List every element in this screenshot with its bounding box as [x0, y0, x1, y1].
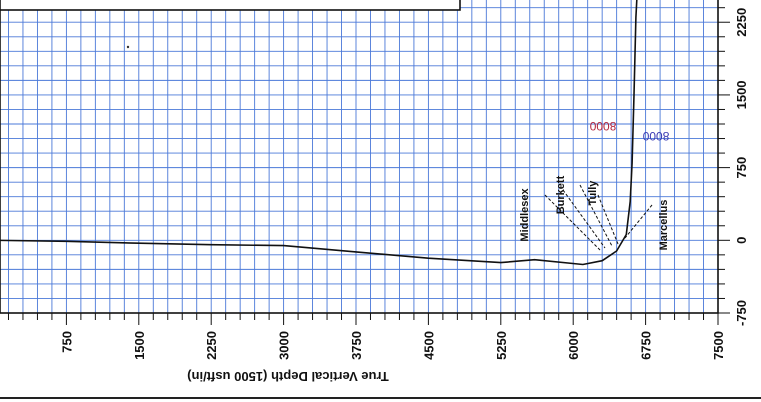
formation-label: Marcellus: [658, 200, 670, 251]
formation-leader-line: [597, 194, 619, 245]
x-tick-label: 3000: [277, 331, 292, 360]
x-tick-label: 7500: [711, 331, 726, 360]
x-tick-label: 5250: [494, 331, 509, 360]
chart-marks: [0, 0, 730, 325]
speck-mark: [126, 45, 130, 49]
formation-label: Middlesex: [519, 188, 531, 242]
x-axis-title: True Vertical Depth (1500 usft/in): [187, 369, 389, 384]
formation-leader-line: [544, 194, 601, 251]
legend-box: [0, 0, 461, 11]
md-label: 8000: [589, 119, 616, 133]
y-tick-label: -750: [734, 300, 749, 326]
x-tick-label: 750: [59, 331, 74, 353]
y-tick-label: 2250: [734, 8, 749, 37]
formation-leader-line: [562, 189, 606, 249]
chart-labels: 750 1500 2250 3000 3750 4500 5250 6000 6750 7500T…: [59, 8, 749, 384]
formation-leader-line: [579, 184, 613, 247]
y-tick-label: 0: [734, 237, 749, 244]
x-tick-label: 6750: [639, 331, 654, 360]
formation-label: Burkett: [555, 175, 567, 214]
wellbore-series-line: [0, 0, 638, 266]
plot-frame: [0, 0, 719, 314]
y-tick-label: 750: [734, 157, 749, 179]
formation-label: Tully: [587, 180, 599, 206]
x-tick-label: 1500: [132, 331, 147, 360]
y-tick-label: 1500: [734, 80, 749, 109]
x-tick-label: 6000: [566, 331, 581, 360]
x-tick-label: 2250: [204, 331, 219, 360]
md-label: 8000: [642, 129, 669, 143]
formation-leader-line: [624, 204, 653, 239]
x-tick-label: 4500: [421, 331, 436, 360]
x-tick-label: 3750: [349, 331, 364, 360]
